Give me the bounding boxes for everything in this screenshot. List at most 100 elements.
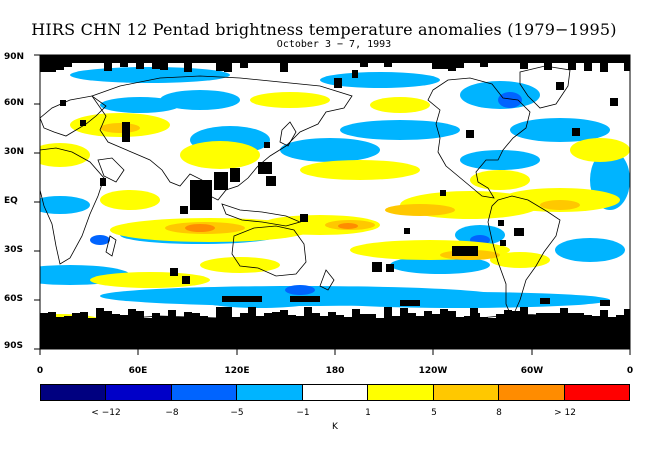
missing-data-cell bbox=[40, 55, 630, 63]
missing-data-cell bbox=[500, 240, 506, 246]
anomaly-patch bbox=[320, 72, 440, 88]
colorbar-swatch-3 bbox=[171, 385, 238, 400]
anomaly-patch bbox=[338, 223, 358, 229]
missing-data-cell bbox=[258, 162, 272, 174]
missing-data-cell bbox=[56, 317, 64, 322]
lon-label-180: 180 bbox=[325, 366, 345, 376]
lon-ticks bbox=[39, 349, 631, 355]
colorbar-unit: K bbox=[332, 422, 338, 432]
anomaly-patch bbox=[310, 292, 610, 308]
missing-data-cell bbox=[432, 314, 440, 322]
missing-data-cell bbox=[432, 63, 440, 69]
coast-south-america bbox=[487, 195, 561, 319]
missing-data-cell bbox=[592, 316, 600, 322]
anomaly-patch bbox=[490, 252, 550, 268]
coast-new-zealand bbox=[319, 269, 335, 291]
missing-data-cell bbox=[152, 63, 160, 69]
map-subtitle: October 3 − 7, 1993 bbox=[276, 39, 392, 50]
colorbar-label-6: 5 bbox=[431, 408, 437, 418]
colorbar-swatch-2 bbox=[106, 385, 172, 400]
lat-label-eq: EQ bbox=[4, 196, 18, 206]
missing-data-cell bbox=[248, 307, 256, 322]
anomaly-patch bbox=[90, 235, 110, 245]
missing-data-cell bbox=[496, 314, 504, 322]
colorbar-swatch-7 bbox=[433, 385, 500, 400]
anomaly-patch bbox=[555, 238, 625, 262]
anomaly-patch bbox=[285, 285, 315, 295]
anomaly-patch bbox=[498, 92, 522, 108]
missing-data-cell bbox=[376, 318, 384, 322]
missing-data-cell bbox=[144, 318, 152, 322]
missing-data-cell bbox=[334, 78, 342, 88]
missing-data-cell bbox=[470, 308, 478, 316]
missing-data-cell bbox=[480, 317, 488, 322]
missing-data-cell bbox=[448, 63, 456, 71]
missing-data-cell bbox=[104, 63, 112, 71]
missing-data-cell bbox=[290, 296, 320, 302]
colorbar-swatch-4 bbox=[237, 385, 303, 400]
missing-data-cell bbox=[216, 63, 224, 71]
missing-data-cell bbox=[540, 298, 550, 304]
missing-data-cell bbox=[360, 63, 368, 67]
missing-data-cell bbox=[520, 63, 528, 69]
missing-data-cell bbox=[584, 63, 592, 71]
missing-data-cell bbox=[190, 180, 212, 210]
anomaly-patch bbox=[180, 141, 260, 169]
missing-data-cell bbox=[600, 300, 610, 306]
missing-data-cell bbox=[40, 322, 630, 349]
lat-label-60s: 60S bbox=[4, 294, 24, 304]
coast-antarctica bbox=[40, 313, 630, 327]
missing-data-cell bbox=[232, 317, 240, 322]
missing-data-cell bbox=[568, 63, 576, 70]
missing-data-cell bbox=[222, 296, 262, 302]
anomaly-patch bbox=[460, 81, 540, 109]
missing-data-cell bbox=[180, 206, 188, 214]
missing-data-cell bbox=[624, 309, 630, 322]
missing-data-cell bbox=[488, 318, 496, 322]
lon-label-60w: 60W bbox=[520, 366, 544, 376]
missing-data-cell bbox=[472, 313, 480, 322]
lon-label-120w: 120W bbox=[418, 366, 448, 376]
missing-data-field bbox=[40, 55, 630, 349]
missing-data-cell bbox=[610, 98, 618, 106]
missing-data-cell bbox=[72, 313, 80, 322]
missing-data-cell bbox=[440, 190, 446, 196]
missing-data-cell bbox=[328, 312, 336, 322]
anomaly-patch bbox=[70, 67, 230, 83]
anomaly-field bbox=[40, 67, 630, 326]
coast-north-america bbox=[427, 77, 531, 199]
lon-label-0-east: 0 bbox=[626, 366, 634, 376]
anomaly-patch bbox=[40, 143, 90, 167]
anomaly-patch bbox=[100, 97, 180, 113]
anomaly-patch bbox=[90, 272, 210, 288]
missing-data-cell bbox=[624, 63, 630, 71]
missing-data-cell bbox=[320, 316, 328, 322]
missing-data-cell bbox=[408, 313, 416, 322]
missing-data-cell bbox=[456, 63, 464, 68]
anomaly-patch bbox=[100, 123, 140, 133]
missing-data-cell bbox=[136, 63, 144, 69]
missing-data-cell bbox=[152, 313, 160, 322]
colorbar-swatch-9 bbox=[564, 385, 629, 400]
coast-europe bbox=[40, 95, 107, 137]
lat-label-90s: 90S bbox=[4, 341, 24, 351]
missing-data-cell bbox=[404, 228, 410, 234]
missing-data-cell bbox=[504, 310, 512, 322]
colorbar-label-1: < −12 bbox=[91, 408, 121, 418]
missing-data-cell bbox=[384, 63, 392, 67]
missing-data-cell bbox=[112, 314, 120, 322]
colorbar-label-4: −1 bbox=[296, 408, 310, 418]
anomaly-patch bbox=[390, 256, 490, 274]
missing-data-cell bbox=[208, 318, 216, 322]
lon-label-60e: 60E bbox=[128, 366, 148, 376]
missing-data-cell bbox=[40, 313, 48, 322]
missing-data-cell bbox=[200, 316, 208, 322]
lat-label-30n: 30N bbox=[4, 147, 25, 157]
missing-data-cell bbox=[360, 314, 368, 322]
missing-data-cell bbox=[498, 220, 504, 226]
colorbar-label-8: > 12 bbox=[554, 408, 576, 418]
missing-data-cell bbox=[80, 120, 86, 126]
colorbar-label-7: 8 bbox=[496, 408, 502, 418]
anomaly-patch bbox=[510, 118, 610, 142]
missing-data-cell bbox=[576, 313, 584, 322]
